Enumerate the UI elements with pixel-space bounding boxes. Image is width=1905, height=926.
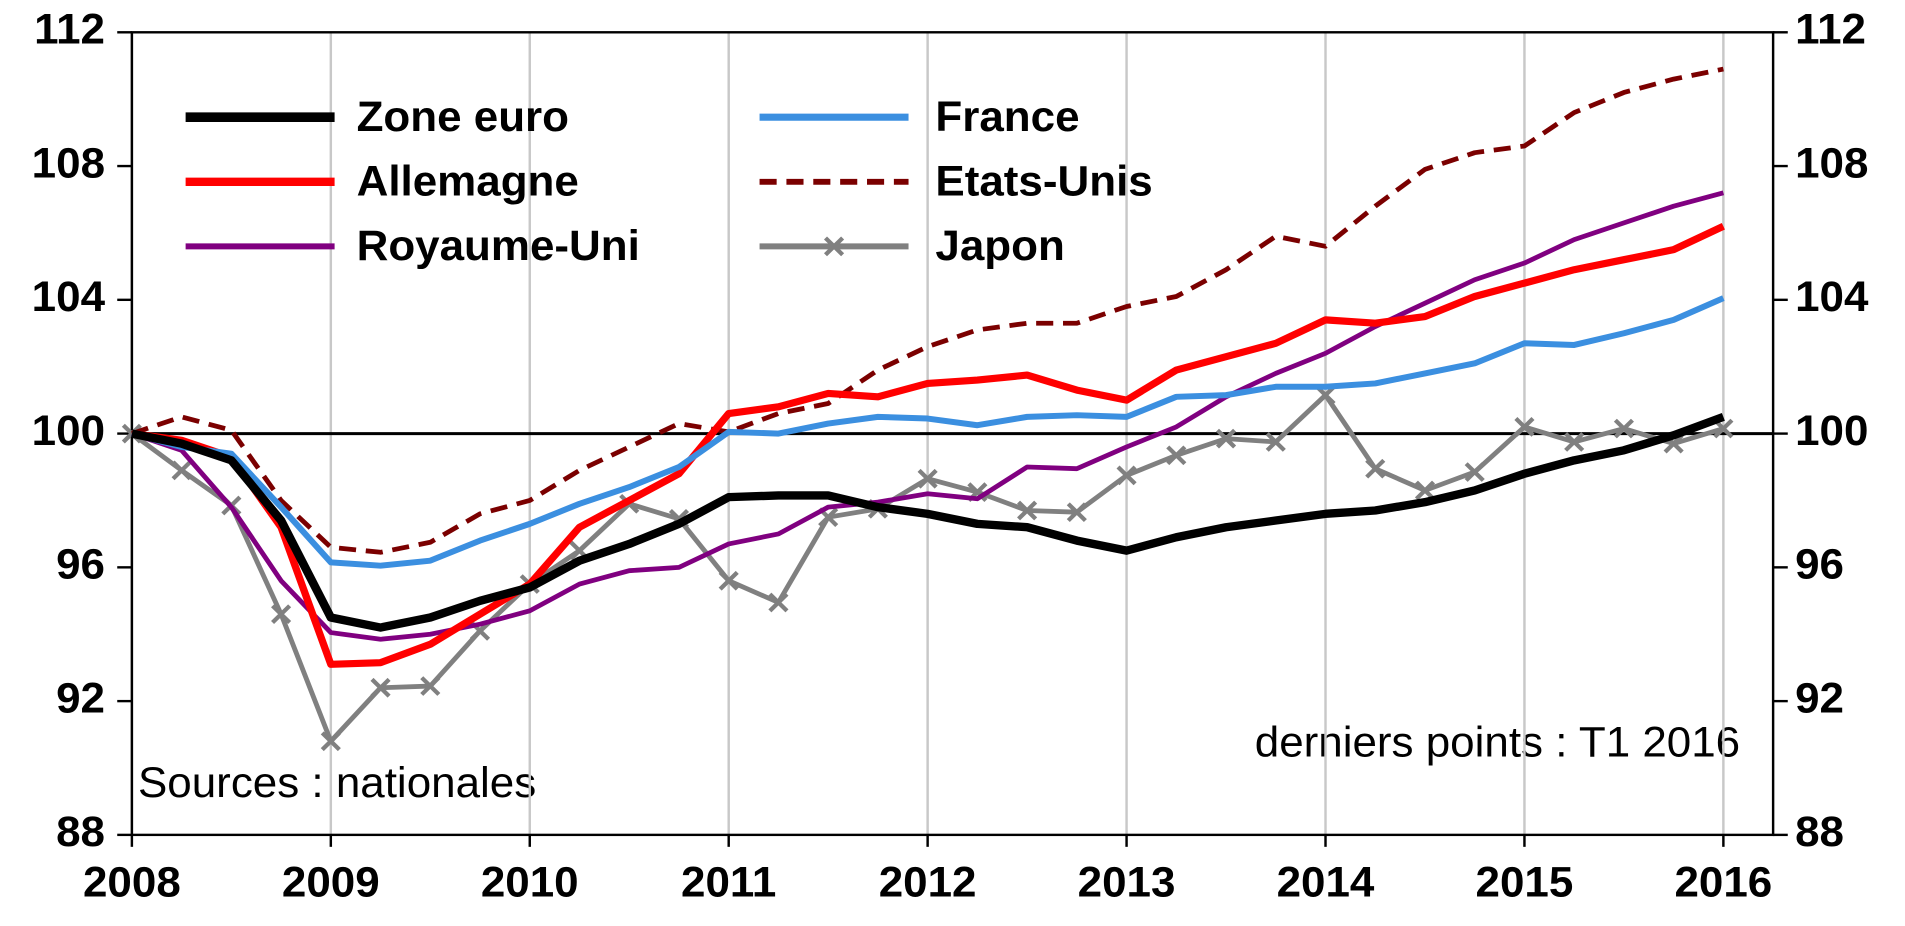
point-marker [718,570,739,591]
legend-label: Japon [935,223,1064,271]
legend-marker [823,236,845,257]
annotation: derniers points : T1 2016 [1255,719,1740,767]
y2-tick-label: 108 [1795,140,1868,188]
point-marker [1017,500,1038,521]
x-tick-label: 2008 [83,859,181,907]
point-marker [370,677,391,698]
point-marker [320,731,341,752]
point-marker [1514,417,1535,437]
series-line [131,66,1724,555]
point-marker [1265,432,1286,452]
y-tick-label: 88 [56,809,105,857]
point-marker [917,468,938,489]
series-line [131,295,1725,569]
x-tick-label: 2014 [1277,859,1375,907]
point-marker [1116,465,1137,486]
series-line [131,190,1725,642]
x-tick-label: 2016 [1674,859,1772,907]
y2-tick-label: 92 [1795,675,1844,723]
x-tick-label: 2013 [1078,859,1176,907]
annotation: Sources : nationales [138,760,536,808]
y-tick-label: 104 [32,274,105,322]
point-marker [171,460,192,481]
x-tick-label: 2012 [879,859,977,907]
x-tick-label: 2009 [282,859,380,907]
point-marker [1414,480,1436,501]
y-tick-label: 100 [32,407,105,455]
x-tick-label: 2015 [1476,859,1574,907]
point-marker [1365,458,1386,479]
point-marker [1564,432,1585,452]
y2-tick-label: 100 [1795,407,1868,455]
series-line [131,223,1725,668]
legend-label: Etats-Unis [935,158,1152,206]
legend-label: Royaume-Uni [357,223,640,271]
x-tick-label: 2011 [681,859,776,907]
point-marker [1215,428,1237,449]
y-tick-label: 112 [34,6,105,54]
point-marker [271,604,292,625]
y-tick-label: 108 [32,140,105,188]
y-tick-label: 96 [56,541,105,589]
legend-label: Allemagne [357,158,579,206]
x-tick-label: 2010 [481,859,579,907]
y2-tick-label: 104 [1795,274,1868,322]
legend-label: France [935,93,1079,141]
point-marker [1066,502,1087,523]
point-marker [1166,445,1187,466]
point-marker [420,676,441,696]
legend-label: Zone euro [357,93,569,141]
point-marker [768,592,789,613]
y2-tick-label: 96 [1795,541,1844,589]
series-line [131,412,1725,632]
y2-tick-label: 112 [1795,6,1866,54]
point-marker [1613,418,1634,439]
point-marker [1464,462,1485,482]
y-tick-label: 92 [56,675,105,723]
y2-tick-label: 88 [1795,809,1844,857]
